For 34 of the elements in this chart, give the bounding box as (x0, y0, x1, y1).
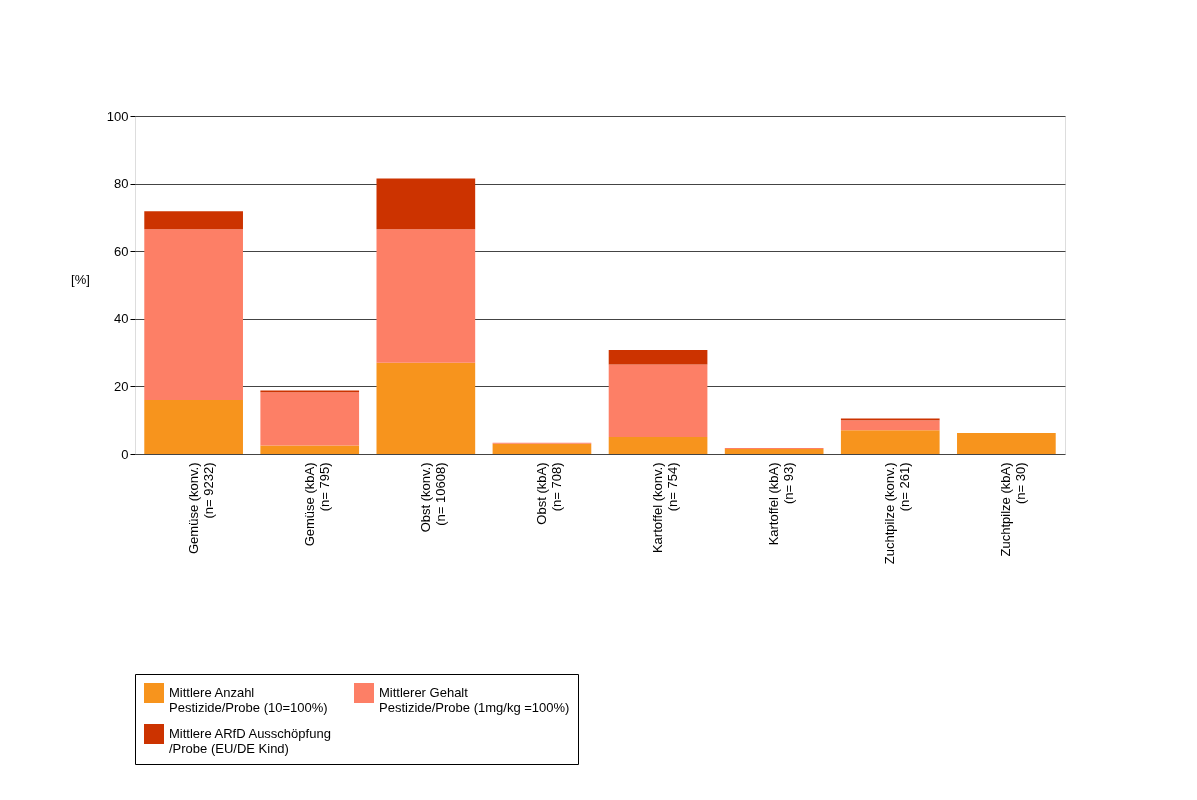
bar (608, 349, 708, 365)
bar (608, 364, 708, 438)
bar (144, 229, 243, 400)
bar (260, 445, 360, 454)
bar (724, 448, 824, 454)
legend-label: Mittlere Anzahl Pestizide/Probe (10=100%) (169, 685, 328, 715)
bar (376, 362, 476, 454)
bar (376, 229, 476, 363)
y-tick-label: 0 (121, 446, 129, 462)
bar (957, 433, 1056, 454)
bar (492, 443, 592, 454)
x-tick-label: Zuchtpilze (kbA) (n= 30) (998, 462, 1029, 557)
y-tick-label: 40 (114, 311, 129, 327)
bar (144, 399, 243, 454)
legend-label: Mittlere ARfD Ausschöpfung /Probe (EU/DE Kind) (169, 726, 331, 756)
x-tick-label: Gemüse (kbA) (n= 795) (301, 462, 332, 547)
bar (840, 420, 940, 431)
y-tick-label: 60 (114, 243, 129, 259)
x-tick-label: Gemüse (konv.) (n= 9232) (185, 462, 216, 555)
x-tick-label: Kartoffel (konv.) (n= 754) (650, 462, 681, 554)
bar (144, 211, 243, 230)
bar (840, 430, 940, 454)
y-tick-label: 20 (114, 378, 129, 394)
bar (260, 392, 360, 446)
y-axis-title: [%] (71, 271, 90, 287)
x-tick-label: Obst (kbA) (n= 708) (533, 462, 564, 525)
x-tick-label: Kartoffel (kbA) (n= 93) (766, 462, 797, 546)
x-tick-label: Zuchtpilze (konv.) (n= 261) (882, 462, 913, 565)
y-tick-label: 80 (114, 176, 129, 192)
legend-label: Mittlerer Gehalt Pestizide/Probe (1mg/kg =100%) (379, 685, 570, 715)
bar (608, 437, 708, 454)
x-tick-label: Obst (konv.) (n= 10608) (417, 462, 448, 533)
bar (376, 178, 476, 230)
y-tick-label: 100 (106, 108, 129, 124)
